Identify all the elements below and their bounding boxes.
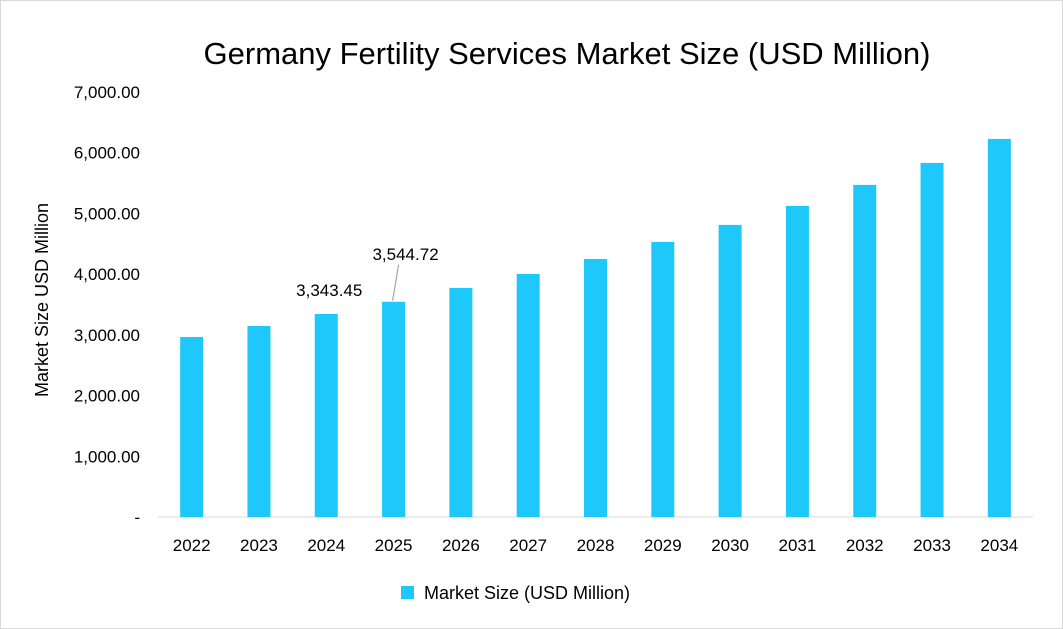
x-tick-label: 2023 [240,536,278,555]
bar-2023 [247,325,271,517]
bar-2028 [584,258,607,517]
data-label: 3,343.45 [296,281,362,300]
bar-2030 [718,224,742,517]
x-tick-label: 2028 [577,536,615,555]
x-tick-label: 2032 [846,536,884,555]
chart-title: Germany Fertility Services Market Size (… [204,36,931,71]
y-tick-label: 2,000.00 [74,387,140,406]
data-label: 3,544.72 [372,245,438,264]
y-axis-label: Market Size USD Million [32,203,52,397]
x-tick-label: 2024 [307,536,345,555]
bar-2024 [314,314,338,517]
y-axis: - 1,000.00 2,000.00 3,000.00 4,000.00 5,000.0… [74,83,1033,527]
bar-2026 [449,287,473,517]
x-tick-label: 2034 [980,536,1018,555]
bar-2029 [651,241,675,517]
x-tick-label: 2029 [644,536,682,555]
x-axis: 2022 2023 2024 2025 2026 2027 2028 2029 2030 2031… [173,536,1019,555]
legend: Market Size (USD Million) [401,583,630,603]
legend-label: Market Size (USD Million) [424,583,630,603]
bar-2034 [987,138,1011,518]
x-tick-label: 2025 [375,536,413,555]
data-labels: 3,343.45 3,544.72 [296,245,439,301]
x-tick-label: 2030 [711,536,749,555]
y-tick-label: 7,000.00 [74,83,140,102]
bars [180,138,1011,518]
bar-2027 [516,273,540,517]
y-tick-label: 5,000.00 [74,204,140,223]
y-tick-label: 4,000.00 [74,265,140,284]
bar-2033 [920,162,944,517]
y-tick-label: 3,000.00 [74,326,140,345]
bar-2022 [180,336,204,517]
bar-2025 [382,301,406,517]
bar-2031 [785,205,809,517]
y-tick-label: 6,000.00 [74,144,140,163]
x-tick-label: 2033 [913,536,951,555]
x-tick-label: 2031 [779,536,817,555]
leader-line [391,264,400,301]
bar-2032 [853,184,877,517]
x-tick-label: 2027 [509,536,547,555]
x-tick-label: 2026 [442,536,480,555]
y-tick-label: 1,000.00 [74,447,140,466]
y-tick-label: - [134,508,140,527]
legend-swatch [401,586,414,599]
x-tick-label: 2022 [173,536,211,555]
